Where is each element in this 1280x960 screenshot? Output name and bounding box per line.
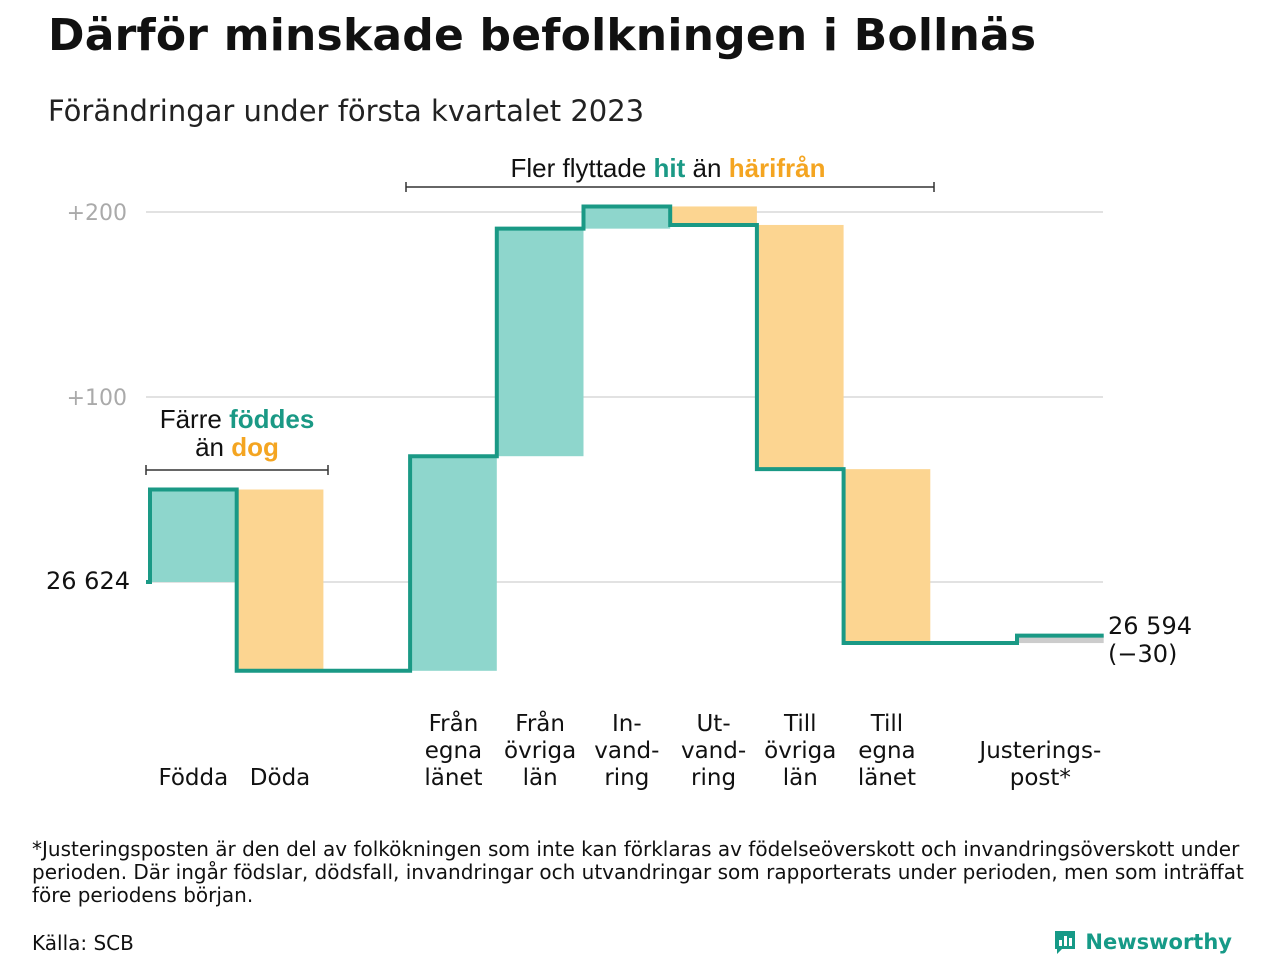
birth-annotation: Färre föddes än dog — [145, 404, 329, 475]
bar-increase — [150, 489, 237, 582]
category-labels: Födda Döda Från egna länet Från övriga län In-va… — [158, 709, 1101, 791]
x-category-label: Från övriga län — [504, 709, 576, 791]
chart-title: Därför minskade befolkningen i Bollnäs — [48, 10, 1037, 61]
svg-text:än dog: än dog — [195, 432, 279, 462]
bar-decrease — [756, 224, 844, 470]
waterfall-chart: +100 +200 Födda Döda Från egna länet Från övrig… — [46, 153, 1192, 791]
x-category-label: Till egna länet — [858, 711, 916, 791]
birth-teal-word: föddes — [229, 404, 314, 434]
x-category-label: Justerings-post* — [977, 738, 1101, 791]
migration-annotation: Fler flyttade hit än härifrån — [405, 153, 935, 192]
x-category-label: In-vand-ring — [594, 711, 659, 791]
bar-decrease — [670, 206, 757, 225]
x-category-label: Från egna länet — [424, 709, 482, 791]
birth-prefix: Färre — [160, 404, 222, 434]
cumulative-step-line — [146, 204, 1104, 673]
y-tick-label: +100 — [67, 386, 127, 411]
birth-mid: än — [195, 432, 224, 462]
bar-increase — [583, 206, 671, 229]
x-category-label: Till övriga län — [764, 711, 836, 791]
bars — [150, 206, 1104, 671]
bar-decrease — [236, 489, 324, 671]
end-value-label: 26 594 — [1108, 612, 1192, 640]
migration-orange-word: härifrån — [729, 153, 826, 183]
end-change-label: (−30) — [1108, 640, 1177, 668]
bar-increase — [410, 456, 497, 671]
svg-text:Fler flyttade hit: Fler flyttade hit än härifrån — [510, 153, 825, 183]
start-value-label: 26 624 — [46, 567, 130, 595]
brand[interactable]: Newsworthy — [1053, 929, 1232, 955]
birth-orange-word: dog — [231, 432, 279, 462]
migration-mid: än — [693, 153, 722, 183]
y-tick-label: +200 — [67, 201, 127, 226]
migration-teal-word: hit — [654, 153, 686, 183]
newsworthy-logo-icon — [1055, 931, 1076, 954]
brand-name: Newsworthy — [1085, 930, 1232, 954]
svg-text:Färre föddes: Färre föddes — [160, 404, 315, 434]
x-category-label: Ut-vand-ring — [681, 711, 746, 791]
bar-decrease — [843, 469, 931, 644]
chart-subtitle: Förändringar under första kvartalet 2023 — [48, 94, 645, 128]
migration-prefix: Fler flyttade — [510, 153, 646, 183]
x-category-label: Döda — [250, 765, 310, 791]
source-label: Källa: SCB — [32, 931, 134, 955]
bar-increase — [496, 228, 584, 457]
bar-adjustment — [1017, 635, 1104, 644]
x-category-label: Födda — [158, 765, 228, 791]
step-line — [146, 204, 1104, 673]
footnote: *Justeringsposten är den del av folkökni… — [32, 837, 1244, 907]
